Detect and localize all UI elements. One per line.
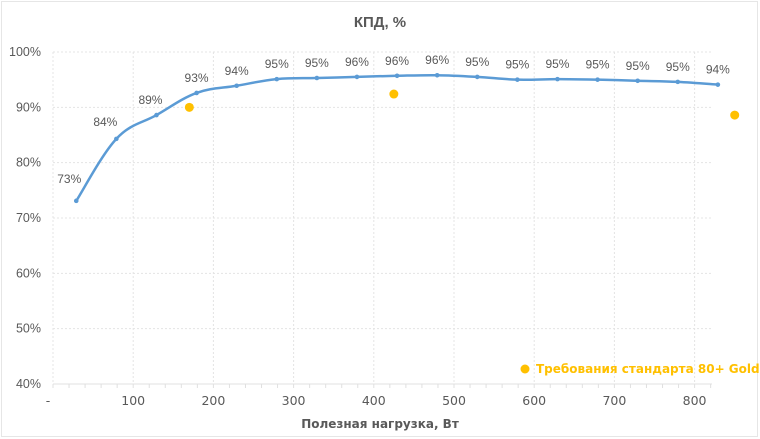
data-label: 95% <box>265 57 289 71</box>
y-tick-label: 100% <box>9 45 41 59</box>
x-tick-label: 800 <box>683 393 707 408</box>
chart-title: КПД, % <box>354 14 406 31</box>
y-tick-label: 70% <box>16 211 41 225</box>
data-point-marker <box>515 77 520 82</box>
data-label: 95% <box>626 59 650 73</box>
data-label: 73% <box>57 172 81 186</box>
data-label: 95% <box>505 58 529 72</box>
data-point-marker <box>434 72 440 78</box>
y-tick-label: 80% <box>16 156 41 170</box>
data-label: 95% <box>305 56 329 70</box>
x-tick-label: 600 <box>522 393 546 408</box>
data-point-marker <box>635 78 640 84</box>
data-point-marker <box>154 112 159 118</box>
efficiency-series: 73% 84% 89% 93% 94% 95% 95% 96% 96% 96% 95% 95% 95% 9… <box>57 53 730 204</box>
x-tick-label: 500 <box>442 393 466 408</box>
x-tick-label: 700 <box>602 393 626 408</box>
data-label: 89% <box>138 93 162 107</box>
gold-requirement-marker <box>730 110 740 120</box>
x-axis: - 100 200 300 400 500 600 700 800 <box>46 383 712 408</box>
data-point-marker <box>474 74 480 80</box>
data-label: 94% <box>225 64 249 78</box>
gold-requirement-marker <box>389 89 399 99</box>
data-point-marker <box>555 76 560 82</box>
data-point-marker <box>194 90 199 96</box>
x-tick-label: - <box>46 393 51 408</box>
data-point-marker <box>354 74 360 80</box>
data-point-marker <box>314 75 320 81</box>
gold-standard-series <box>184 89 740 120</box>
y-axis-ticks: 40% 50% 60% 70% 80% 90% 100% <box>9 45 41 391</box>
data-label: 93% <box>185 71 209 85</box>
y-tick-label: 60% <box>16 266 41 280</box>
data-point-marker <box>675 79 681 85</box>
data-point-marker <box>73 198 79 204</box>
gridlines <box>52 51 712 384</box>
data-point-marker <box>715 82 721 87</box>
data-point-marker <box>274 76 280 82</box>
y-tick-label: 50% <box>16 322 41 336</box>
data-label: 95% <box>465 55 489 69</box>
data-point-marker <box>595 77 600 82</box>
gold-requirement-marker <box>184 102 194 112</box>
x-tick-label: 300 <box>282 393 306 408</box>
data-label: 95% <box>545 57 569 71</box>
legend-marker-icon <box>520 364 530 374</box>
data-label: 84% <box>93 115 117 129</box>
data-label: 96% <box>425 53 449 67</box>
x-tick-label: 200 <box>201 393 225 408</box>
data-label: 95% <box>586 58 610 72</box>
x-tick-label: 100 <box>121 393 145 408</box>
x-tick-label: 400 <box>362 393 386 408</box>
data-label: 94% <box>706 63 730 77</box>
x-axis-label: Полезная нагрузка, Вт <box>301 417 459 431</box>
legend: Требования стандарта 80+ Gold <box>520 362 760 376</box>
data-point-marker <box>234 83 239 89</box>
data-label: 95% <box>666 60 690 74</box>
y-tick-label: 40% <box>16 377 41 391</box>
legend-label: Требования стандарта 80+ Gold <box>536 362 760 376</box>
data-point-marker <box>114 136 119 142</box>
data-point-marker <box>394 73 400 79</box>
data-label: 96% <box>385 54 409 68</box>
data-label: 96% <box>345 55 369 69</box>
y-tick-label: 90% <box>16 100 41 114</box>
